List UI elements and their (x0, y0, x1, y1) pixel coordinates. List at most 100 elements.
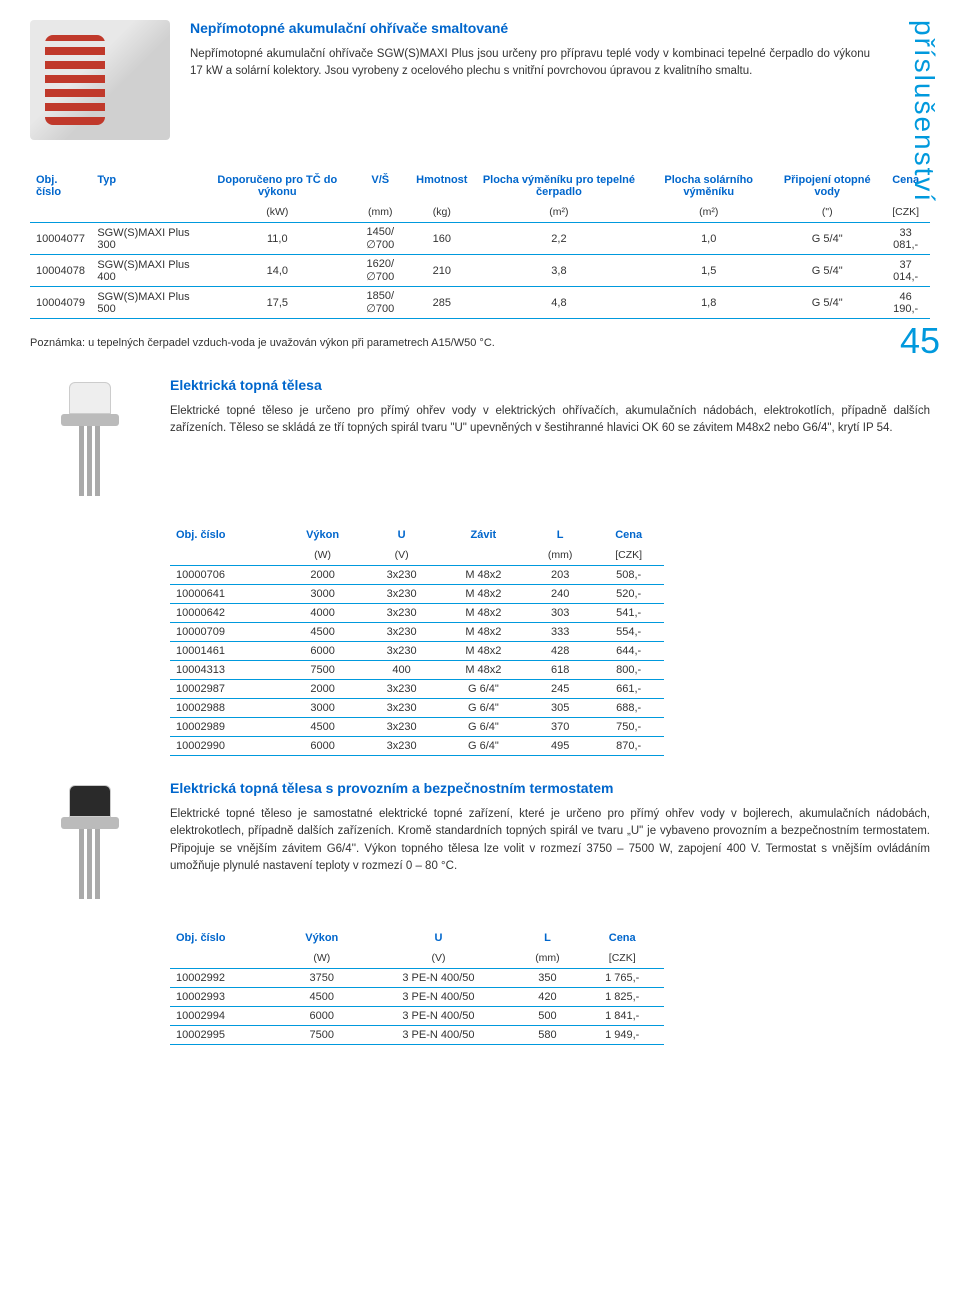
table-cell: 245 (527, 680, 593, 699)
table-cell: 10000709 (170, 623, 282, 642)
table-cell: 210 (410, 255, 473, 287)
table-row: 10004078SGW(S)MAXI Plus 40014,01620/∅700… (30, 255, 930, 287)
table-cell: 10004077 (30, 223, 91, 255)
table-cell: 203 (527, 566, 593, 585)
table-cell: 428 (527, 642, 593, 661)
table-cell: 554,- (593, 623, 664, 642)
table-cell: 3 PE-N 400/50 (362, 969, 514, 988)
table-cell: G 6/4" (440, 737, 527, 756)
table-cell: 240 (527, 585, 593, 604)
section-1-header: Nepřímotopné akumulační ohřívače smaltov… (30, 20, 930, 140)
table-cell: M 48x2 (440, 623, 527, 642)
table-cell: 7500 (281, 1026, 362, 1045)
section-3-title: Elektrická topná tělesa s provozním a be… (170, 780, 930, 796)
table-cell: 10000706 (170, 566, 282, 585)
table-cell: 2,2 (473, 223, 644, 255)
table-cell: 3x230 (363, 585, 439, 604)
section-2-block: Elektrická topná tělesa Elektrické topné… (30, 377, 930, 507)
table-cell: 1 949,- (580, 1026, 664, 1045)
table-cell: 46 190,- (881, 287, 930, 319)
t2-h-vykon: Výkon (282, 525, 364, 545)
table-row: 1000070945003x230M 48x2333554,- (170, 623, 664, 642)
table-row: 1000070620003x230M 48x2203508,- (170, 566, 664, 585)
table-cell: 500 (514, 1007, 580, 1026)
t3-u-cena: [CZK] (580, 948, 664, 969)
table-row: 1000299460003 PE-N 400/505001 841,- (170, 1007, 664, 1026)
t3-h-cena: Cena (580, 928, 664, 948)
table-cell: 10002994 (170, 1007, 281, 1026)
table-cell: 580 (514, 1026, 580, 1045)
table-cell: 3000 (282, 699, 364, 718)
table-cell: 3x230 (363, 604, 439, 623)
table-cell: SGW(S)MAXI Plus 500 (91, 287, 204, 319)
table-cell: 1 825,- (580, 988, 664, 1007)
table-cell: 10002988 (170, 699, 282, 718)
note-1: Poznámka: u tepelných čerpadel vzduch-vo… (30, 337, 930, 349)
table-cell: 10002992 (170, 969, 281, 988)
table-cell: 688,- (593, 699, 664, 718)
table-cell: 285 (410, 287, 473, 319)
table-cell: 6000 (282, 737, 364, 756)
table-cell: M 48x2 (440, 604, 527, 623)
t1-h-prip: Připojení otopné vody (773, 170, 881, 202)
t1-h-psol: Plocha solárního výměníku (644, 170, 773, 202)
table-cell: 1,8 (644, 287, 773, 319)
table-row: 1000299060003x230G 6/4"495870,- (170, 737, 664, 756)
section-1-text: Nepřímotopné akumulační ohřívače smaltov… (190, 20, 930, 140)
t3-u-u: (V) (362, 948, 514, 969)
table-row: 1000298830003x230G 6/4"305688,- (170, 699, 664, 718)
table-cell: G 6/4" (440, 680, 527, 699)
table-cell: 800,- (593, 661, 664, 680)
product-image-heater-2 (30, 780, 150, 910)
table-cell: 10000642 (170, 604, 282, 623)
table-row: 1000064240003x230M 48x2303541,- (170, 604, 664, 623)
table-cell: 370 (527, 718, 593, 737)
t3-u-vykon: (W) (281, 948, 362, 969)
t2-h-u: U (363, 525, 439, 545)
table-cell: 1620/∅700 (350, 255, 410, 287)
t1-u-psol: (m²) (644, 202, 773, 223)
table-cell: 870,- (593, 737, 664, 756)
product-image-heater-1 (30, 377, 150, 507)
table-1: Obj. číslo Typ Doporučeno pro TČ do výko… (30, 170, 930, 319)
t1-h-dop: Doporučeno pro TČ do výkonu (204, 170, 350, 202)
table-cell: 4500 (282, 623, 364, 642)
table-cell: 10002995 (170, 1026, 281, 1045)
t2-u-vykon: (W) (282, 545, 364, 566)
table-2: Obj. číslo Výkon U Závit L Cena (W) (V) … (170, 525, 664, 756)
table-row: 1000299575003 PE-N 400/505801 949,- (170, 1026, 664, 1045)
table-cell: M 48x2 (440, 661, 527, 680)
table-cell: 3x230 (363, 566, 439, 585)
table-cell: 3 PE-N 400/50 (362, 1026, 514, 1045)
table-cell: M 48x2 (440, 566, 527, 585)
table-cell: 1,5 (644, 255, 773, 287)
t1-h-obj: Obj. číslo (30, 170, 91, 202)
table-cell: 1850/∅700 (350, 287, 410, 319)
table-cell: 1 765,- (580, 969, 664, 988)
table-cell: 400 (363, 661, 439, 680)
section-1-desc: Nepřímotopné akumulační ohřívače SGW(S)M… (190, 46, 870, 81)
table-cell: 350 (514, 969, 580, 988)
table-cell: 3x230 (363, 699, 439, 718)
table-cell: 4500 (282, 718, 364, 737)
table-cell: SGW(S)MAXI Plus 400 (91, 255, 204, 287)
table-cell: 3750 (281, 969, 362, 988)
t3-h-vykon: Výkon (281, 928, 362, 948)
table-row: 1000064130003x230M 48x2240520,- (170, 585, 664, 604)
t1-h-vs: V/Š (350, 170, 410, 202)
table-cell: 33 081,- (881, 223, 930, 255)
table-cell: 750,- (593, 718, 664, 737)
table-cell: 6000 (282, 642, 364, 661)
t2-u-l: (mm) (527, 545, 593, 566)
table-row: 1000146160003x230M 48x2428644,- (170, 642, 664, 661)
table-row: 100043137500400M 48x2618800,- (170, 661, 664, 680)
table-cell: 10000641 (170, 585, 282, 604)
table-cell: 2000 (282, 680, 364, 699)
section-1-title: Nepřímotopné akumulační ohřívače smaltov… (190, 20, 870, 36)
table-cell: 3x230 (363, 718, 439, 737)
t1-u-vs: (mm) (350, 202, 410, 223)
t3-h-u: U (362, 928, 514, 948)
table-row: 1000299345003 PE-N 400/504201 825,- (170, 988, 664, 1007)
table-row: 10004079SGW(S)MAXI Plus 50017,51850/∅700… (30, 287, 930, 319)
table-cell: 10004313 (170, 661, 282, 680)
